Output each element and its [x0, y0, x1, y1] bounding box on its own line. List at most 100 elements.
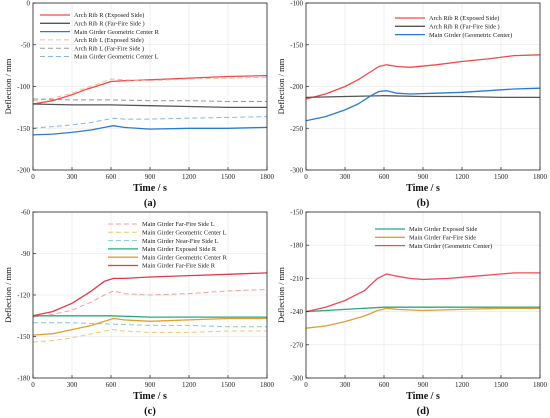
y-tick-label: -50	[21, 41, 31, 49]
legend-label-3: Main Girder Near-Fire Side L	[142, 238, 219, 245]
legend-label-1: Arch Rib R (Exposed Side)	[429, 15, 499, 22]
x-axis-label: Time / s	[406, 391, 440, 402]
legend-label-3: Main Girder (Geometric Center)	[429, 32, 512, 39]
panel-label: (b)	[417, 198, 430, 209]
y-tick-label: -90	[21, 250, 31, 258]
y-tick-label: -180	[17, 375, 30, 383]
series-line-2	[32, 103, 267, 109]
series-line-2	[305, 307, 540, 329]
x-tick-label: 1200	[455, 381, 470, 389]
x-tick-label: 1500	[221, 173, 236, 181]
x-tick-label: 300	[340, 173, 351, 181]
panel-label: (d)	[417, 406, 430, 417]
y-tick-label: -150	[17, 125, 30, 133]
y-axis-label: Deflection / mm	[276, 267, 286, 323]
legend-label-4: Arch Rib L (Exposed Side)	[74, 37, 144, 44]
panel-b: 0 300 600 900 1200 1500 1800 -300 -250 -200 -150 -1…	[276, 0, 548, 209]
legend-label-1: Arch Rib R (Exposed Side)	[74, 12, 144, 19]
x-tick-label: 600	[106, 381, 117, 389]
series-line-1	[32, 74, 268, 105]
series-line-5	[32, 98, 267, 102]
x-tick-label: 1200	[182, 381, 197, 389]
series-line-1	[32, 289, 268, 318]
x-tick-label: 0	[31, 173, 35, 181]
legend-label-1: Main Girder Exposed Side	[409, 226, 477, 233]
x-tick-label: 300	[340, 381, 351, 389]
x-tick-label: 600	[106, 173, 117, 181]
legend-label-3: Main Girder Geometric Center R	[74, 29, 160, 36]
series-line-3	[32, 125, 268, 136]
y-tick-label: -210	[290, 275, 303, 283]
x-tick-label: 900	[145, 173, 156, 181]
series-line-2	[305, 95, 540, 99]
series-line-3	[33, 322, 267, 328]
x-tick-label: 1200	[455, 173, 470, 181]
x-tick-label: 900	[418, 381, 429, 389]
y-tick-label: -60	[21, 209, 31, 217]
x-tick-label: 300	[67, 173, 78, 181]
panel-a: 0 300 600 900 1200 1500 1800 -200 -150 -100 -50 0 Ti…	[3, 0, 275, 209]
x-tick-label: 1500	[221, 381, 236, 389]
x-axis-label: Time / s	[133, 183, 167, 194]
y-tick-label: 0	[27, 0, 31, 8]
y-tick-label: -150	[290, 41, 303, 49]
x-axis-label: Time / s	[406, 183, 440, 194]
series-line-4	[32, 76, 268, 102]
y-tick-label: -200	[17, 167, 30, 175]
panel-label: (c)	[144, 406, 156, 417]
y-tick-label: -200	[290, 83, 303, 91]
y-tick-label: -300	[290, 375, 303, 383]
y-tick-label: -100	[290, 0, 303, 8]
series-line-5	[32, 317, 267, 336]
y-tick-label: -240	[290, 308, 303, 316]
series-line-3	[305, 272, 540, 313]
x-tick-label: 1500	[494, 173, 509, 181]
x-tick-label: 600	[379, 381, 390, 389]
x-tick-label: 0	[304, 173, 308, 181]
y-tick-label: -150	[290, 209, 303, 217]
x-tick-label: 1500	[494, 381, 509, 389]
legend-label-4: Main Girder Exposed Side R	[142, 246, 217, 253]
legend-label-6: Main Girder Far-Fire Side R	[142, 263, 216, 270]
legend-label-6: Main Girder Geometric Center L	[74, 54, 159, 61]
legend-label-5: Main Girder Geometric Center R	[142, 254, 228, 261]
x-tick-label: 0	[304, 381, 308, 389]
x-tick-label: 300	[67, 381, 78, 389]
legend-label-2: Main Girder Far-Fire Side	[409, 235, 476, 242]
y-tick-label: -250	[290, 125, 303, 133]
y-axis-label: Deflection / mm	[3, 267, 13, 323]
x-tick-label: 1200	[182, 173, 197, 181]
series-line-6	[32, 272, 268, 317]
series-line-4	[33, 315, 267, 318]
series-line-2	[32, 329, 267, 343]
y-tick-label: -100	[17, 83, 30, 91]
series-line-1	[305, 306, 540, 313]
x-tick-label: 900	[145, 381, 156, 389]
legend-label-2: Arch Rib R (Far-Fire Side )	[429, 24, 500, 31]
y-tick-label: -270	[290, 341, 303, 349]
y-axis-label: Deflection / mm	[3, 58, 13, 114]
y-tick-label: -300	[290, 167, 303, 175]
x-tick-label: 600	[379, 173, 390, 181]
x-tick-label: 0	[31, 381, 35, 389]
legend-label-3: Main Girder (Geometric Center)	[409, 243, 492, 250]
panel-label: (a)	[144, 198, 157, 209]
y-tick-label: -150	[17, 333, 30, 341]
legend-label-5: Arch Rib L (Far-Fire Side )	[74, 45, 144, 52]
y-tick-label: -120	[17, 292, 30, 300]
x-tick-label: 1800	[260, 381, 275, 389]
x-tick-label: 900	[418, 173, 429, 181]
y-axis-label: Deflection / mm	[276, 58, 286, 114]
x-tick-label: 1800	[260, 173, 275, 181]
x-tick-label: 1800	[533, 173, 548, 181]
series-line-6	[32, 116, 268, 129]
x-tick-label: 1800	[533, 381, 548, 389]
legend-label-2: Main Girder Geometric Center L	[142, 230, 227, 237]
series-line-3	[305, 87, 541, 122]
panel-d: 0 300 600 900 1200 1500 1800 -300 -270 -240 -210 -1…	[276, 209, 548, 418]
y-tick-label: -180	[290, 242, 303, 250]
panel-c: 0 300 600 900 1200 1500 1800 -180 -150 -120 -90 -60…	[3, 209, 275, 418]
legend-label-1: Main Girder Far-Fire Side L	[142, 221, 215, 228]
legend-label-2: Arch Rib R (Far-Fire Side )	[74, 21, 145, 28]
